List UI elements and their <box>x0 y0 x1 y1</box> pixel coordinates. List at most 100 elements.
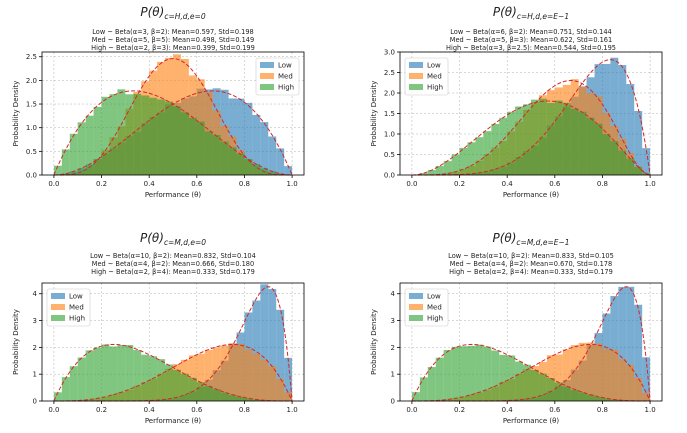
y-tick-label: 2 <box>391 344 395 352</box>
hist-bar-high <box>419 173 428 175</box>
hist-bar-low <box>268 136 277 175</box>
legend-swatch-high <box>409 84 423 90</box>
hist-bar-med <box>586 342 595 401</box>
x-tick-label: 0.2 <box>454 406 465 414</box>
hist-bar-med <box>554 354 563 401</box>
hist-bar-high <box>554 382 563 401</box>
hist-bar-high <box>109 94 118 175</box>
hist-bar-low <box>276 148 285 175</box>
hist-bar-high <box>93 106 102 175</box>
y-axis-label: Probability Density <box>12 81 20 147</box>
hist-bar-high <box>220 392 229 401</box>
hist-bar-high <box>586 394 595 401</box>
hist-bar-med <box>634 377 643 401</box>
hist-bar-low <box>610 296 619 401</box>
fit-curve-med <box>53 343 293 402</box>
chart-panel-1: P(θ)c=H,d,e=0 Low ~ Beta(α=3, β=2): Mean=… <box>12 5 305 199</box>
y-tick-label: 2.0 <box>384 90 395 98</box>
y-tick-label: 4 <box>391 290 396 298</box>
hist-bar-med <box>642 392 651 401</box>
hist-bar-med <box>284 392 293 401</box>
y-tick-label: 4 <box>33 290 38 298</box>
hist-bar-high <box>125 345 134 401</box>
legend: Low Med High <box>404 288 449 327</box>
hist-bar-high <box>244 398 253 401</box>
y-tick-label: 1 <box>391 371 395 379</box>
chart-subtitle-line: Med ~ Beta(α=5, β=5): Mean=0.498, Std=0.… <box>92 36 254 44</box>
y-tick-label: 2.0 <box>26 77 37 85</box>
hist-bar-high <box>157 99 166 175</box>
hist-bar-high <box>180 112 189 175</box>
hist-bar-high <box>125 94 134 175</box>
hist-bar-high <box>411 392 420 401</box>
hist-bar-high <box>93 347 102 401</box>
y-tick-label: 0.0 <box>26 172 37 180</box>
chart-title: P(θ)c=H,d,e=E−1 <box>493 5 569 21</box>
hist-bar-low <box>642 148 651 175</box>
hist-bar-med <box>244 349 253 401</box>
legend: Low Med High <box>404 57 449 96</box>
y-tick-label: 1.5 <box>384 110 395 118</box>
chart-panel-3: P(θ)c=M,d,e=0 Low ~ Beta(α=10, β=2): Mean… <box>12 231 305 425</box>
hist-bar-high <box>212 134 221 175</box>
hist-bar-med <box>276 378 285 401</box>
legend-swatch-high <box>260 84 274 90</box>
hist-bar-high <box>634 166 643 175</box>
hist-bar-high <box>252 164 261 175</box>
hist-bar-high <box>61 149 70 175</box>
legend: Low Med High <box>46 288 91 327</box>
hist-bar-low <box>626 83 635 175</box>
hist-bar-low <box>276 309 285 401</box>
fit-curve-med <box>411 80 651 176</box>
hist-bar-med <box>260 359 269 401</box>
hist-bar-high <box>85 350 94 401</box>
hist-bar-low <box>252 114 261 175</box>
hist-bar-high <box>602 398 611 401</box>
hist-bar-high <box>236 396 245 401</box>
hist-bar-high <box>467 142 476 175</box>
legend-swatch-low <box>409 293 423 299</box>
hist-bar-med <box>570 345 579 401</box>
hist-bar-high <box>515 106 524 175</box>
hist-bar-high <box>546 102 555 175</box>
legend-label-low: Low <box>69 293 83 301</box>
hist-bar-high <box>165 101 173 175</box>
hist-bar-med <box>220 345 229 401</box>
x-axis-label: Performance (θ) <box>145 417 202 425</box>
y-tick-label: 3 <box>391 317 395 325</box>
hist-bar-high <box>180 373 189 401</box>
y-axis-label: Probability Density <box>370 81 378 147</box>
hist-bar-high <box>196 382 205 401</box>
hist-bar-low <box>236 98 245 175</box>
hist-bar-high <box>491 350 500 401</box>
hist-bar-high <box>507 111 516 175</box>
hist-bar-low <box>244 102 253 175</box>
y-tick-label: 3 <box>33 317 37 325</box>
hist-bar-med <box>268 366 277 401</box>
hist-bar-med <box>602 348 611 401</box>
legend-swatch-low <box>260 62 274 68</box>
fit-curve-high <box>53 343 293 402</box>
hist-bar-high <box>244 158 253 175</box>
y-tick-label: 2.5 <box>26 53 37 61</box>
x-tick-label: 0.6 <box>191 180 203 188</box>
hist-bar-high <box>531 99 539 175</box>
x-tick-label: 0.4 <box>502 180 514 188</box>
y-tick-label: 2.5 <box>384 69 395 77</box>
chart-panel-4: P(θ)c=M,d,e=E−1 Low ~ Beta(α=10, β=2): Me… <box>370 231 663 425</box>
hist-bar-high <box>618 150 627 175</box>
hist-bar-high <box>594 123 603 175</box>
hist-bar-high <box>491 123 500 175</box>
hist-bar-high <box>133 350 142 401</box>
hist-bar-high <box>602 134 611 175</box>
hist-bar-med <box>196 353 205 401</box>
x-tick-label: 0.0 <box>48 180 59 188</box>
chart-subtitle-line: High ~ Beta(α=2, β=4): Mean=0.333, Std=0… <box>91 268 255 276</box>
x-axis-label: Performance (θ) <box>145 191 202 199</box>
chart-subtitle-line: Low ~ Beta(α=10, β=2): Mean=0.833, Std=0… <box>448 252 614 260</box>
x-tick-label: 1.0 <box>645 406 656 414</box>
hist-bar-low <box>618 286 627 401</box>
chart-title: P(θ)c=M,d,e=0 <box>140 231 206 247</box>
axes-frame <box>41 51 305 176</box>
